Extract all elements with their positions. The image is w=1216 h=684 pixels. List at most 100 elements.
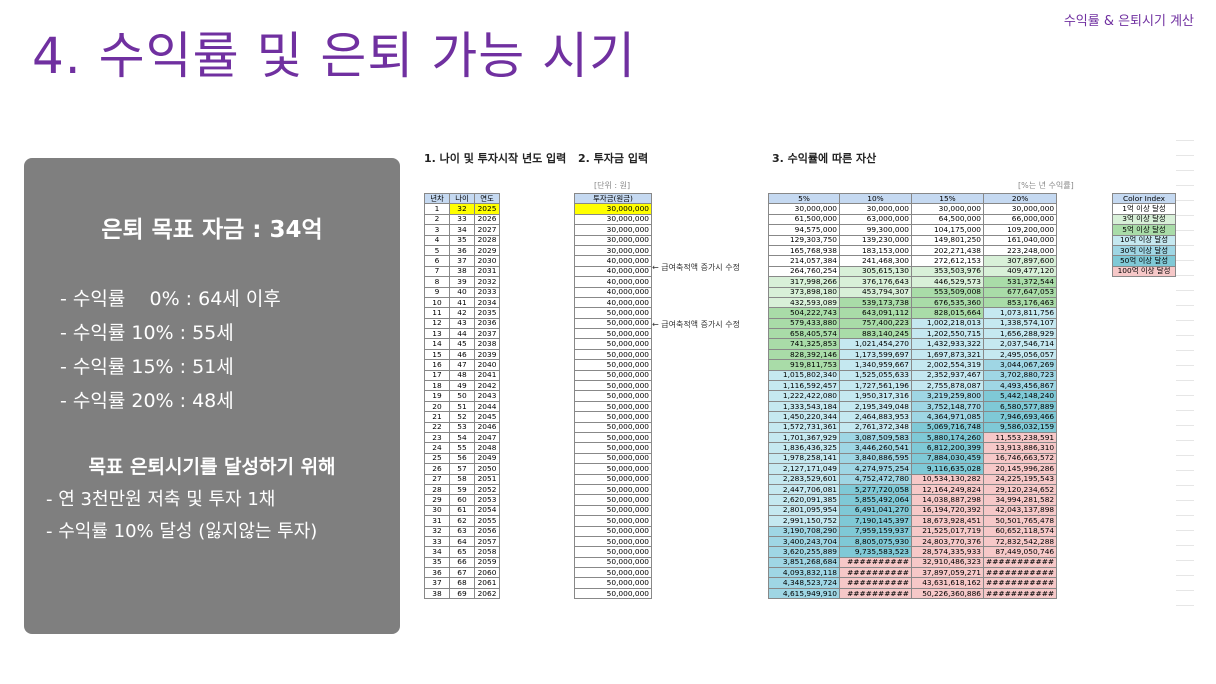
year-cell: 2037 [474, 328, 500, 340]
year-cell: 2051 [474, 473, 500, 485]
table-row: 20 51 2044 [424, 400, 500, 413]
age-cell: 62 [449, 515, 475, 527]
table-row: 50,000,000 [574, 369, 652, 382]
principal-cell: 50,000,000 [574, 567, 652, 579]
asset-cell: 1,450,220,344 [768, 411, 840, 423]
legend-row: 3억 이상 달성 [1112, 213, 1176, 226]
asset-cell: 757,400,223 [839, 317, 912, 330]
age-cell: 45 [449, 338, 475, 350]
asset-cell: 1,002,218,013 [911, 317, 984, 330]
asset-cell: 165,768,938 [768, 244, 840, 257]
table-row: 28 59 2052 [424, 483, 500, 496]
asset-cell: 3,752,148,770 [911, 400, 984, 413]
year-cell: 2026 [474, 213, 500, 226]
table-row: 1 32 2025 [424, 203, 500, 215]
asset-cell: 539,173,738 [839, 296, 912, 309]
age-cell: 52 [449, 411, 475, 423]
age-cell: 33 [449, 213, 475, 226]
year-cell: 2059 [474, 556, 500, 569]
year-index-cell: 9 [424, 286, 450, 298]
age-cell: 44 [449, 328, 475, 340]
asset-cell: ########## [839, 567, 912, 579]
asset-cell: 2,755,878,087 [911, 380, 984, 392]
principal-cell: 40,000,000 [574, 265, 652, 278]
asset-cell: 2,801,095,954 [768, 504, 840, 517]
asset-cell: 43,631,618,162 [911, 577, 984, 589]
asset-cell: 305,615,130 [839, 265, 912, 278]
asset-cell: 531,372,544 [982, 276, 1058, 288]
table-row: 7 38 2031 [424, 265, 500, 278]
rate-item: - 수익률 10% : 55세 [60, 322, 234, 344]
table-row: 50,000,000 [574, 546, 652, 558]
year-cell: 2031 [474, 265, 500, 278]
table-row: 2,991,150,752 7,190,145,397 18,673,928,451… [768, 515, 1058, 527]
asset-cell: 30,000,000 [911, 203, 984, 215]
grid-line [1176, 140, 1194, 141]
table-row: 25 56 2049 [424, 452, 500, 465]
age-cell: 69 [449, 587, 475, 600]
principal-cell: 50,000,000 [574, 421, 652, 434]
asset-cell: 13,913,886,310 [982, 442, 1058, 454]
table-row: 21 52 2045 [424, 411, 500, 423]
header-rate-10: 10% [839, 192, 912, 205]
table-row: 50,000,000 [574, 328, 652, 340]
table-row: 50,000,000 [574, 535, 652, 548]
year-index-cell: 1 [424, 203, 450, 215]
asset-cell: 72,832,542,288 [982, 535, 1058, 548]
year-cell: 2042 [474, 380, 500, 392]
table-row: 6 37 2030 [424, 255, 500, 267]
principal-cell: 50,000,000 [574, 328, 652, 340]
asset-cell: 30,000,000 [768, 203, 840, 215]
table-row: 50,000,000 [574, 577, 652, 589]
header-year-index: 년차 [424, 192, 450, 205]
table-row: 3 34 2027 [424, 224, 500, 236]
year-index-cell: 37 [424, 577, 450, 589]
asset-cell: 94,575,000 [768, 224, 840, 236]
table-row: 1,450,220,344 2,464,883,953 4,364,971,085 7… [768, 411, 1058, 423]
grid-line [1176, 485, 1194, 486]
legend-item: 50억 이상 달성 [1112, 255, 1176, 267]
year-index-cell: 26 [424, 463, 450, 475]
year-index-cell: 2 [424, 213, 450, 226]
year-cell: 2040 [474, 359, 500, 371]
age-cell: 68 [449, 577, 475, 589]
grid-line [1176, 290, 1194, 291]
asset-cell: 2,195,349,048 [839, 400, 912, 413]
table-row: 37 68 2061 [424, 577, 500, 589]
table-row: 1,978,258,141 3,840,886,595 7,884,030,459 1… [768, 452, 1058, 465]
table-row: 15 46 2039 [424, 348, 500, 361]
age-cell: 50 [449, 390, 475, 402]
asset-cell: 3,190,708,290 [768, 525, 840, 537]
year-index-cell: 15 [424, 348, 450, 361]
grid-line [1176, 365, 1194, 366]
asset-cell: 9,116,635,028 [911, 463, 984, 475]
legend-row: 30억 이상 달성 [1112, 244, 1176, 257]
asset-cell: 241,468,300 [839, 255, 912, 267]
header-rate-20: 20% [982, 192, 1058, 205]
asset-cell: ########## [839, 587, 912, 600]
table-row: 35 66 2059 [424, 556, 500, 569]
unit-label: [단위 : 원] [594, 181, 631, 190]
table-row: 40,000,000 [574, 286, 652, 298]
asset-cell: 7,946,693,466 [982, 411, 1058, 423]
asset-cell: 64,500,000 [911, 213, 984, 226]
year-index-cell: 4 [424, 234, 450, 246]
asset-cell: 1,116,592,457 [768, 380, 840, 392]
legend-item: 100억 이상 달성 [1112, 265, 1176, 278]
principal-cell: 30,000,000 [574, 203, 652, 215]
asset-cell: 30,000,000 [839, 203, 912, 215]
asset-cell: 1,073,811,756 [982, 307, 1058, 319]
asset-cell: 1,333,543,184 [768, 400, 840, 413]
page-title: 4. 수익률 및 은퇴 가능 시기 [32, 27, 637, 85]
age-cell: 42 [449, 307, 475, 319]
year-cell: 2036 [474, 317, 500, 330]
asset-cell: 12,164,249,824 [911, 483, 984, 496]
age-cell: 59 [449, 483, 475, 496]
rate-item: - 수익률 20% : 48세 [60, 390, 234, 412]
age-cell: 60 [449, 494, 475, 506]
asset-cell: 129,303,750 [768, 234, 840, 246]
principal-cell: 50,000,000 [574, 380, 652, 392]
year-index-cell: 24 [424, 442, 450, 454]
grid-line [1176, 380, 1194, 381]
asset-cell: 3,851,268,684 [768, 556, 840, 569]
